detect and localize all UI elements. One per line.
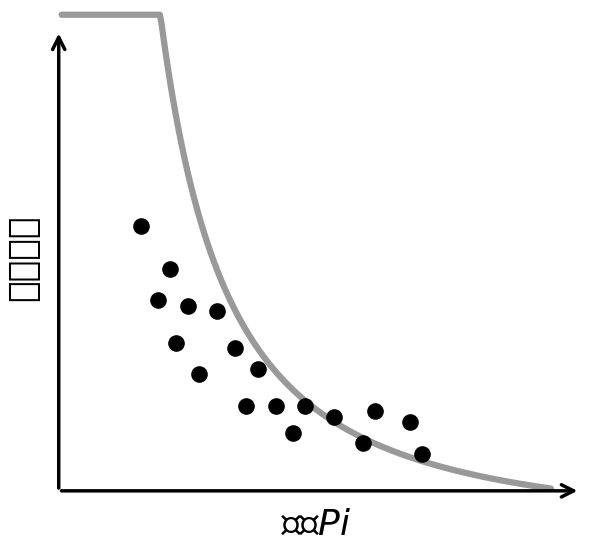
Point	[370, 407, 380, 416]
Point	[417, 449, 427, 458]
Text: 匹配概率: 匹配概率	[7, 215, 40, 301]
Point	[300, 402, 309, 410]
Point	[288, 429, 298, 437]
Point	[359, 439, 368, 448]
Point	[230, 344, 240, 352]
Point	[183, 301, 193, 310]
Text: 参数$Pi$: 参数$Pi$	[281, 508, 352, 542]
Point	[271, 402, 281, 410]
Point	[212, 306, 222, 315]
Point	[165, 264, 175, 273]
Point	[171, 338, 181, 347]
Point	[136, 222, 146, 231]
Point	[253, 365, 262, 374]
Point	[241, 402, 251, 410]
Point	[194, 370, 204, 379]
Point	[154, 296, 163, 305]
Point	[329, 413, 339, 421]
Point	[406, 418, 415, 426]
